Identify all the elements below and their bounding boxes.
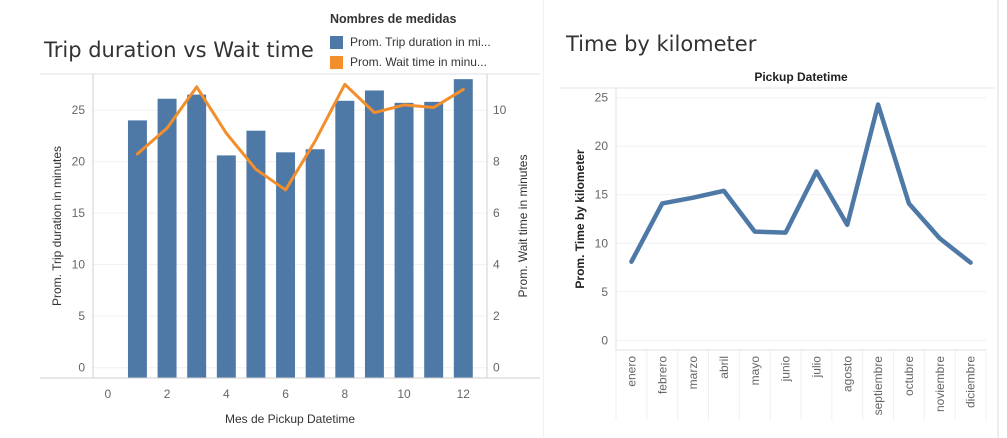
left-x-tick-label: 2 bbox=[164, 387, 171, 401]
right-y-tick-label: 20 bbox=[595, 139, 609, 153]
left-y2-tick-label: 8 bbox=[493, 155, 500, 169]
left-y-tick-label: 5 bbox=[78, 309, 85, 323]
right-x-tick-label: octubre bbox=[902, 356, 916, 396]
right-x-tick-label: abril bbox=[717, 356, 731, 379]
legend-item-wait-time[interactable]: Prom. Wait time in minu... bbox=[330, 52, 540, 72]
left-x-tick-label: 0 bbox=[104, 387, 111, 401]
left-y2-tick-label: 10 bbox=[493, 103, 507, 117]
right-x-tick-label: diciembre bbox=[964, 356, 978, 408]
left-x-tick-label: 12 bbox=[457, 387, 471, 401]
bar bbox=[335, 100, 355, 379]
bar bbox=[424, 101, 444, 378]
bar bbox=[127, 120, 147, 379]
panel-divider bbox=[543, 0, 544, 438]
bar bbox=[246, 130, 266, 378]
bar bbox=[276, 152, 296, 378]
right-x-tick-label: febrero bbox=[655, 356, 669, 394]
left-x-axis-title: Mes de Pickup Datetime bbox=[225, 412, 355, 426]
left-x-tick-label: 6 bbox=[282, 387, 289, 401]
right-chart-title: Time by kilometer bbox=[566, 32, 757, 56]
left-y-tick-label: 0 bbox=[78, 361, 85, 375]
right-x-tick-label: julio bbox=[809, 356, 823, 379]
left-y2-axis-title: Prom. Wait time in minutes bbox=[516, 155, 530, 298]
legend-label-trip-duration: Prom. Trip duration in mi... bbox=[350, 35, 491, 49]
left-y-axis-title: Prom. Trip duration in minutes bbox=[50, 146, 64, 306]
left-y2-tick-label: 2 bbox=[493, 309, 500, 323]
legend-label-wait-time: Prom. Wait time in minu... bbox=[350, 55, 487, 69]
bar bbox=[453, 79, 473, 379]
right-y-tick-label: 0 bbox=[601, 333, 608, 347]
bar bbox=[187, 94, 207, 378]
left-x-tick-label: 10 bbox=[397, 387, 411, 401]
right-y-tick-label: 5 bbox=[601, 285, 608, 299]
right-x-tick-label: junio bbox=[779, 356, 793, 383]
right-header-title: Pickup Datetime bbox=[754, 70, 848, 84]
left-x-tick-label: 4 bbox=[223, 387, 230, 401]
right-y-axis-title: Prom. Time by kilometer bbox=[573, 149, 587, 288]
left-y2-tick-label: 6 bbox=[493, 206, 500, 220]
left-y-tick-label: 25 bbox=[72, 103, 86, 117]
right-x-tick-label: septiembre bbox=[871, 356, 885, 416]
left-chart-title: Trip duration vs Wait time bbox=[44, 38, 314, 62]
right-border bbox=[997, 0, 999, 438]
right-x-tick-label: agosto bbox=[840, 356, 854, 392]
time-by-km-line bbox=[629, 102, 973, 265]
left-x-tick-label: 8 bbox=[341, 387, 348, 401]
legend-swatch-trip-duration bbox=[330, 35, 343, 49]
bar bbox=[157, 98, 177, 378]
bar bbox=[216, 155, 236, 378]
left-y-tick-label: 20 bbox=[72, 155, 86, 169]
left-y2-tick-label: 4 bbox=[493, 258, 500, 272]
left-y-tick-label: 15 bbox=[72, 206, 86, 220]
legend: Nombres de medidas Prom. Trip duration i… bbox=[330, 12, 540, 72]
right-y-tick-label: 15 bbox=[595, 188, 609, 202]
left-y-tick-label: 10 bbox=[72, 258, 86, 272]
legend-title: Nombres de medidas bbox=[330, 12, 457, 26]
right-x-tick-label: noviembre bbox=[933, 356, 947, 412]
bar bbox=[305, 149, 325, 378]
left-y2-tick-label: 0 bbox=[493, 361, 500, 375]
legend-swatch-wait-time bbox=[330, 55, 343, 69]
right-x-tick-label: marzo bbox=[686, 356, 700, 390]
right-y-tick-label: 10 bbox=[595, 236, 609, 250]
bar bbox=[394, 102, 414, 378]
right-x-tick-label: enero bbox=[624, 356, 638, 387]
right-x-tick-label: mayo bbox=[748, 356, 762, 386]
right-y-tick-label: 25 bbox=[595, 91, 609, 105]
legend-item-trip-duration[interactable]: Prom. Trip duration in mi... bbox=[330, 32, 540, 52]
wait-time-line bbox=[135, 82, 465, 192]
bar bbox=[364, 90, 384, 379]
